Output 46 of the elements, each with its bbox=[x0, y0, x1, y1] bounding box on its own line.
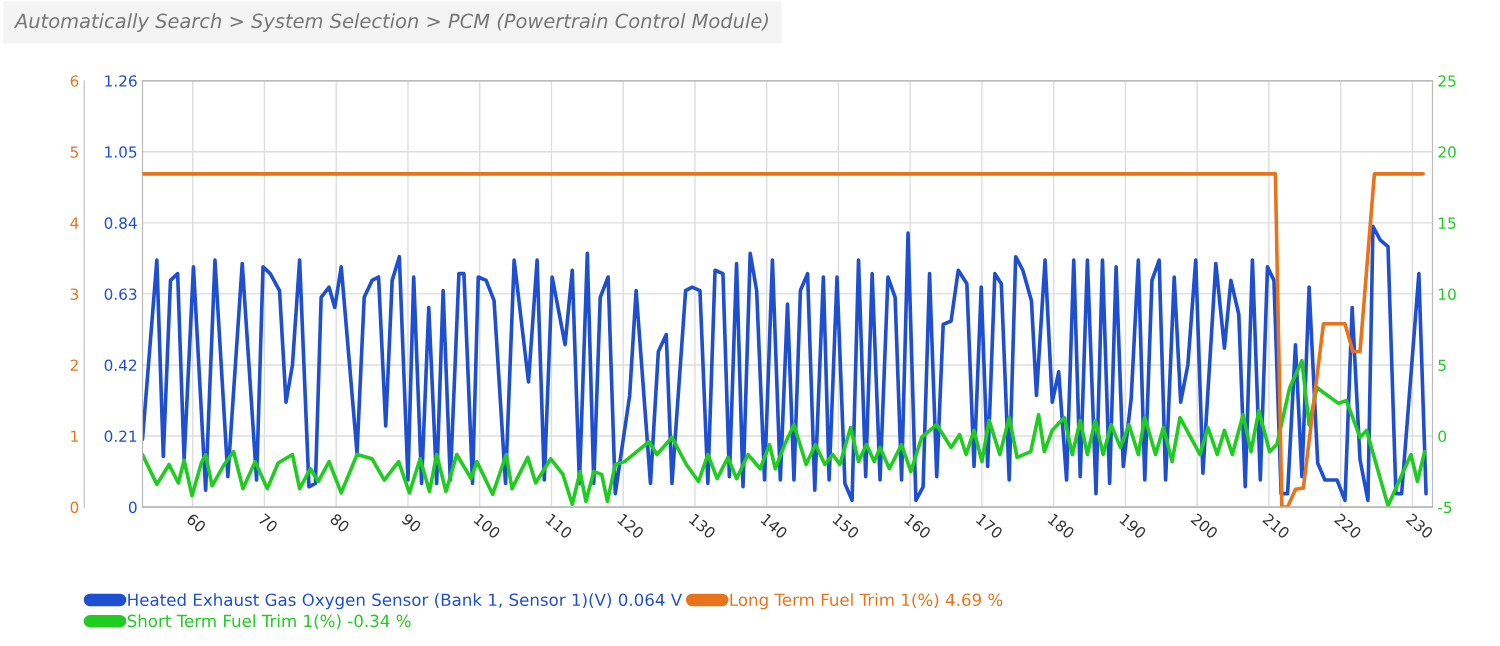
y2-tick-label: 0 bbox=[1438, 430, 1447, 443]
legend-label: Long Term Fuel Trim 1(%) 4.69 % bbox=[730, 593, 1003, 610]
y3-tick-label: 5 bbox=[70, 146, 78, 158]
x-tick-label: 180 bbox=[1047, 513, 1076, 540]
x-tick-label: 90 bbox=[401, 512, 422, 533]
x-tick-label: 160 bbox=[903, 513, 932, 540]
y-tick-label: 0.84 bbox=[104, 217, 137, 229]
x-tick-label: 150 bbox=[832, 513, 860, 540]
y3-tick-label: 1 bbox=[71, 430, 78, 442]
chart-title: Automatically Search > System Selection > PCM (Powertrain Control Module) bbox=[13, 13, 768, 33]
y3-tick-label: 2 bbox=[70, 359, 78, 371]
y-tick-label: 0.42 bbox=[104, 359, 137, 372]
y-tick-label: 1.26 bbox=[105, 75, 137, 87]
x-tick-label: 220 bbox=[1333, 512, 1363, 540]
x-tick-label: 200 bbox=[1190, 512, 1219, 540]
x-tick-label: 170 bbox=[975, 513, 1004, 540]
y2-tick-label: 10 bbox=[1439, 288, 1456, 300]
x-tick-label: 210 bbox=[1262, 512, 1291, 540]
y3-tick-label: 3 bbox=[70, 288, 79, 300]
x-tick-label: 100 bbox=[473, 513, 502, 540]
y3-tick-label: 4 bbox=[70, 217, 79, 229]
x-tick-label: 190 bbox=[1119, 513, 1147, 540]
y2-tick-label: -5 bbox=[1438, 501, 1452, 514]
x-tick-label: 230 bbox=[1405, 512, 1434, 540]
x-tick-label: 80 bbox=[329, 512, 351, 533]
x-tick-label: 70 bbox=[257, 512, 279, 533]
x-tick-label: 110 bbox=[545, 513, 573, 540]
y2-tick-label: 20 bbox=[1438, 146, 1456, 158]
line-series bbox=[142, 358, 1427, 508]
y2-tick-label: 5 bbox=[1438, 359, 1446, 372]
y2-tick-label: 15 bbox=[1439, 217, 1456, 229]
y-tick-label: 0.21 bbox=[104, 430, 137, 443]
legend-label: Short Term Fuel Trim 1(%) -0.34 % bbox=[127, 614, 411, 630]
y-tick-label: 1.05 bbox=[105, 146, 137, 158]
y3-tick-label: 0 bbox=[70, 501, 79, 514]
line-series bbox=[142, 224, 1428, 503]
x-tick-label: 140 bbox=[760, 513, 789, 540]
line-series bbox=[142, 172, 1425, 508]
y-tick-label: 0.63 bbox=[104, 288, 137, 300]
y2-tick-label: 25 bbox=[1438, 75, 1456, 87]
legend-label: Heated Exhaust Gas Oxygen Sensor (Bank 1, Sensor 1)(V) 0.064 V bbox=[128, 593, 683, 610]
y3-tick-label: 6 bbox=[70, 75, 79, 87]
x-tick-label: 130 bbox=[688, 513, 717, 540]
x-tick-label: 60 bbox=[185, 512, 207, 533]
y-tick-label: 0 bbox=[128, 501, 137, 514]
x-tick-label: 120 bbox=[616, 513, 645, 540]
